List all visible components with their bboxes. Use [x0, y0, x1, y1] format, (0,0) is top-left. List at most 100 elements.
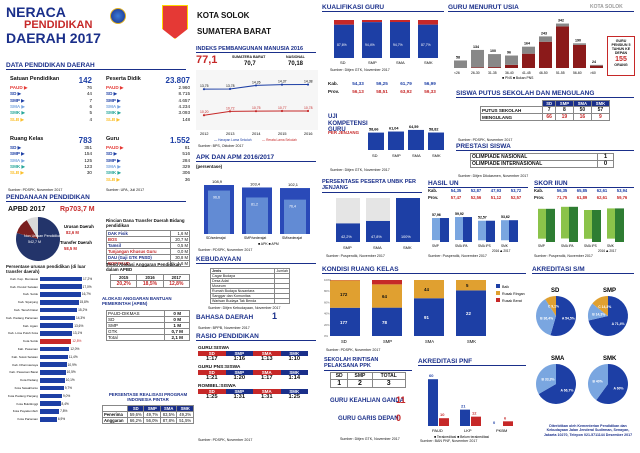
persen-bar — [40, 362, 67, 367]
tren-value: 20,2% — [109, 280, 138, 288]
rasio-row: 1:21 1:20 1:17 1:14 — [198, 375, 308, 381]
kualifikasi-cat: SMP — [368, 60, 377, 65]
iiun-2016-bar — [607, 208, 615, 239]
ukg-kp-value: 54,33 — [352, 81, 364, 86]
un-value: 57,96 — [432, 213, 441, 217]
rasio-value: 1:14 — [288, 375, 301, 381]
ipm-hls-label: 14,26 — [252, 80, 261, 84]
ipm-rls-point — [228, 110, 232, 113]
usia-pns-bar — [573, 44, 586, 68]
usia-cat: 26-30 — [471, 71, 480, 75]
ipm-value: 77,1 — [196, 54, 218, 66]
prestasi-label: OLIMPIADE NASIONAL — [470, 153, 598, 161]
pendanaan-title: PENDANAAN PENDIDIKAN — [6, 194, 186, 202]
apk-bar-chart: 108,9 96,6 SD/sederajat 103,4 81,2 SMP/sedera… — [204, 179, 310, 246]
persen-value: 10,9% — [67, 362, 77, 367]
persen-value: 8,4% — [61, 401, 69, 406]
putus-head: SD SMP SMA SMK — [481, 100, 611, 107]
akr-pie-slice — [536, 364, 556, 394]
kp-label: Kab. — [534, 188, 544, 193]
kp-label: Kab. — [428, 188, 438, 193]
rk-legend-label: Rusak Berat — [502, 299, 522, 303]
rasio-col: SMA — [253, 370, 281, 375]
pnf-terakreditasi-bar — [460, 409, 470, 426]
stat-row: SMA ▶ 329 — [106, 164, 190, 170]
unbk-cat: SMP — [343, 245, 352, 250]
persen-row: Kab. Pesisir Selatan 17,0% — [6, 283, 100, 291]
persen-region: Kota Padang Panjang — [7, 393, 38, 398]
rk-axis-tick: 20% — [324, 323, 330, 327]
iiun-2016-bar — [538, 208, 546, 239]
ukg-bar — [428, 132, 444, 150]
usia-cat: 51-55 — [556, 71, 565, 75]
apm-value: 96,6 — [213, 196, 220, 200]
satuan-total: 142 — [78, 76, 92, 85]
akr-pie-label: A 60% — [613, 386, 623, 390]
persen-bar — [40, 370, 66, 375]
rk-ringan-bar — [414, 280, 444, 299]
stat-row: PAUD ▶ 2.960 — [106, 85, 190, 91]
persen-region: Kab. Kep. Mentawai — [10, 276, 38, 281]
kualifikasi-nonlayak-bar — [362, 20, 382, 23]
stat-label: SLB ▶ — [106, 176, 120, 182]
persen-value: 14,3% — [75, 315, 85, 320]
rk-baik-bar — [330, 307, 360, 336]
usia-value: 190 — [575, 38, 581, 42]
stat-row: SD ▶ 351 — [10, 145, 92, 151]
stat-row: SMK ▶ 5 — [10, 110, 92, 116]
rasio-gp-table: SD SMP SMA SMK 1:21 1:20 1:17 1:14 — [198, 370, 308, 381]
realisasi-value: 66,2% — [126, 417, 145, 424]
persen-row: Kota Bukittinggi 8,4% — [6, 400, 100, 408]
stat-value: 2.960 — [178, 85, 191, 90]
ipm-title: INDEKS PEMBANGUNAN MANUSIA 2016 — [196, 46, 316, 53]
persen-row: Kab. Solok Selatan 11,4% — [6, 353, 100, 361]
usia-note: GURU PENSIUN 5 TAHUN KE DEPAN — [611, 39, 631, 56]
unbk-sumber: Sumber: Puspendik, November 2017 — [326, 254, 385, 258]
usia-value: 342 — [558, 19, 564, 23]
ipm-rls-point — [280, 109, 284, 113]
rasio-head: SD SMP SMA SMK — [198, 370, 308, 375]
pnf-cat: PKBM — [496, 428, 507, 433]
realisasi-row: Anggaran 66,2% 56,0% 87,8% 51,5% — [102, 417, 194, 424]
hasil-un-bar-chart: 57,96 SMP 59,92 SMA IPA 52,57 SMA IPS 53,62 SMK… — [432, 212, 518, 252]
rasio-title: RASIO PENDIDIKAN — [196, 333, 316, 341]
ukg-value: 64,59 — [409, 125, 419, 129]
akr-pie-title: SMA — [551, 356, 565, 362]
stat-label: PAUD ▶ — [10, 85, 28, 90]
peserta-total: 23.807 — [165, 76, 190, 85]
persen-region: Kota Sawahlunto — [14, 386, 38, 391]
apbd-pie-chart: Non Urusan Pendidikan 542,7 M Urusan Daera… — [15, 217, 94, 261]
ruang-label: Ruang Kelas — [10, 136, 44, 142]
kp-row: Prov. 71,75 61,89 62,61 59,76 — [534, 195, 634, 202]
rasio-col: SMK — [280, 351, 308, 356]
iiun-2016-bar — [584, 210, 592, 239]
stat-value: 30 — [86, 170, 92, 176]
ipm-sumber: Sumber: BPS, Oktober 2017 — [198, 144, 244, 148]
persen-row: Kab. Solok 16,7% — [6, 291, 100, 299]
persen-region: Kab. Dharmasraya — [12, 362, 38, 367]
iiun-2017-bar — [569, 206, 578, 242]
title-block: NERACA PENDIDIKAN DAERAH 2017 — [6, 4, 156, 54]
iiun-sumber: Sumber: Puspendik, November 2017 — [534, 254, 593, 258]
ukg-bar — [408, 129, 424, 150]
stat-label: SMK ▶ — [10, 110, 26, 116]
stat-row: SMP ▶ 154 — [10, 151, 92, 157]
prestasi-sumber: Sumber: Ditjen Dikdasmen, November 2017 — [458, 174, 529, 178]
prestasi-table: OLIMPIADE NASIONAL 1 OLIMPIADE INTERNASION… — [470, 153, 614, 168]
kualifikasi-value: 94,4% — [365, 43, 375, 47]
un-cat: SMA IPS — [478, 244, 491, 248]
usia-nonpns-bar — [488, 54, 501, 68]
kualifikasi-nonlayak-bar — [334, 20, 354, 25]
rk-baik-bar — [372, 307, 402, 336]
akr-pie-label: A 54,5% — [562, 317, 575, 321]
usia-cat: 36-40 — [505, 71, 514, 75]
persen-value: 10,5% — [66, 370, 76, 375]
rasio-head: SD SMP SMA SMK — [198, 351, 308, 356]
stat-row: SLB ▶ 36 — [106, 177, 190, 183]
stat-row: SLB ▶ 4 — [10, 117, 92, 123]
ukg-sumber: Sumber: Ditjen GTK, November 2017 — [330, 168, 390, 172]
kp-label: Prov. — [428, 194, 439, 200]
rasio-col: SD — [198, 389, 226, 394]
pnf-b-value: 12 — [472, 411, 477, 416]
rasio-col: SMA — [253, 351, 281, 356]
